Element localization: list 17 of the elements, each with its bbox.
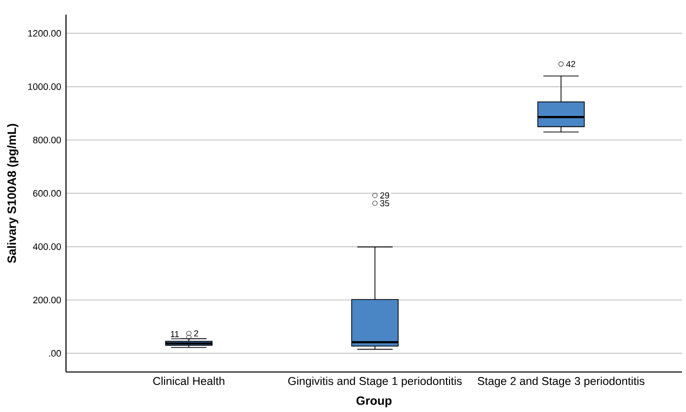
x-tick-label: Stage 2 and Stage 3 periodontitis [478,376,644,388]
y-tick-label: 200.00 [33,296,61,304]
y-tick-label: 400.00 [32,243,61,250]
x-axis-title: Group [356,396,392,408]
annotation: 42 [566,60,576,68]
annotation: 29 [380,192,390,199]
x-tick-label: Gingivitis and Stage 1 periodontitis [288,376,462,388]
y-tick-label: 1200.00 [28,30,61,37]
annotation: 2 [194,330,198,336]
y-tick-label: 1000.00 [28,83,61,90]
y-tick-label: 600.00 [33,190,61,197]
x-tick-label: Clinical Health [153,376,224,386]
y-tick-label: .00 [49,350,61,357]
annotation: 11 [170,331,179,338]
annotation: 35 [380,200,390,206]
y-axis-title: Salivary S100A8 (pg/mL) [7,124,18,264]
y-tick-label: 800.00 [33,136,61,144]
